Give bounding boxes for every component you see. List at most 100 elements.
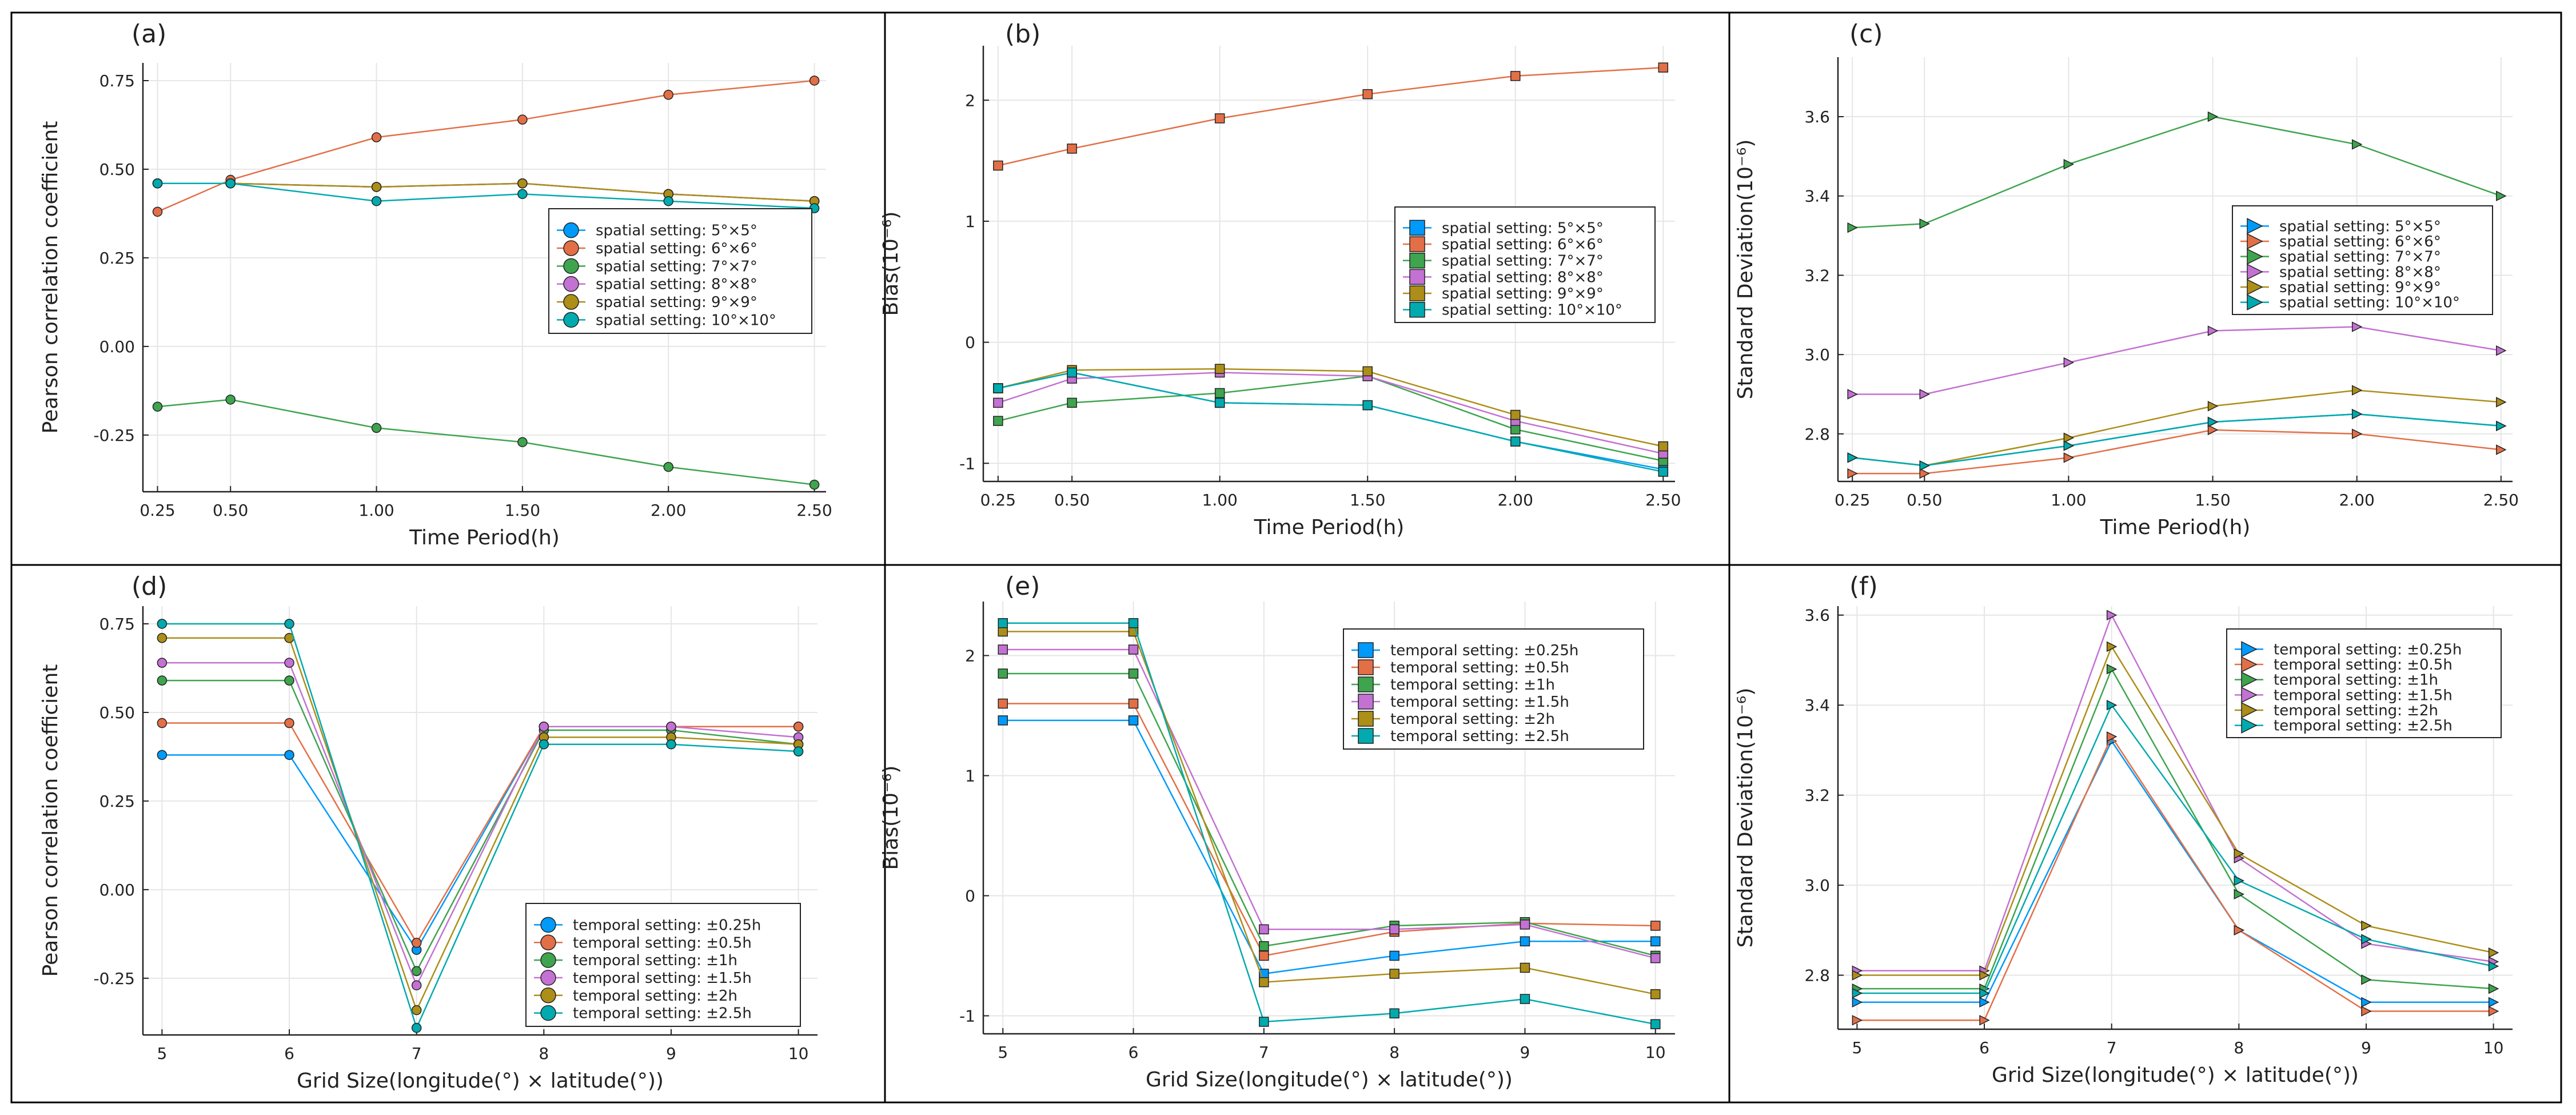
data-point	[1919, 389, 1930, 400]
legend-label: temporal setting: ±2h	[1390, 711, 1555, 728]
data-point	[2063, 159, 2075, 170]
x-tick-label: 5	[1852, 1038, 1862, 1057]
data-point	[1510, 409, 1521, 420]
legend-marker	[1409, 252, 1425, 269]
data-point	[157, 718, 168, 728]
y-tick-label: 3.4	[1804, 696, 1830, 715]
legend-label: temporal setting: ±1.5h	[2274, 687, 2453, 704]
data-point	[1510, 436, 1521, 447]
legend-label: spatial setting: 8°×8°	[2279, 264, 2441, 281]
series-line	[998, 66, 1664, 166]
y-axis-title: Pearson correlation coefficient	[39, 664, 62, 977]
x-tick-label: 5	[998, 1043, 1008, 1062]
series-line	[1003, 672, 1656, 957]
series-line	[162, 637, 799, 1012]
legend-label: spatial setting: 9°×9°	[1442, 285, 1604, 302]
legend-marker	[1409, 301, 1425, 318]
series-line	[1852, 116, 2502, 229]
legend-label: spatial setting: 5°×5°	[1442, 220, 1604, 237]
data-point	[998, 618, 1008, 628]
series-line	[157, 399, 815, 485]
series-line	[1852, 413, 2501, 467]
data-point	[998, 698, 1008, 709]
series-line	[162, 623, 799, 1030]
legend-marker	[2247, 218, 2263, 234]
data-point	[993, 397, 1003, 408]
legend-marker	[540, 987, 556, 1003]
data-point	[539, 721, 549, 732]
y-tick-label: -1	[959, 454, 975, 473]
data-point	[225, 395, 236, 405]
data-point	[2234, 875, 2244, 886]
data-point	[157, 658, 168, 668]
legend-marker	[540, 934, 556, 950]
x-tick-label: 8	[2234, 1038, 2244, 1057]
data-point	[2106, 663, 2118, 675]
data-point	[2496, 444, 2507, 455]
legend-box	[1394, 206, 1656, 323]
legend-marker	[563, 276, 579, 292]
x-tick-label: 9	[666, 1044, 676, 1063]
series-line	[1852, 429, 2501, 475]
series-line	[1857, 645, 2494, 976]
data-point	[993, 383, 1003, 393]
chart-panel-e: (e) 5 6 7 8 9 10 -1 0 1 2 Grid Size(longitude(°) × …	[879, 572, 1675, 1092]
data-point	[2234, 848, 2244, 859]
legend-label: temporal setting: ±2.5h	[2274, 718, 2453, 735]
data-point	[663, 461, 673, 472]
y-tick-label: 0.50	[99, 160, 135, 179]
data-point	[1650, 953, 1661, 963]
x-tick-label: 7	[1259, 1043, 1269, 1062]
series-line	[1857, 613, 2494, 971]
legend-marker	[540, 917, 556, 933]
legend-marker	[1409, 236, 1425, 252]
data-point	[1979, 987, 1990, 999]
legend-marker	[2241, 656, 2258, 673]
x-tick-label: 10	[2483, 1038, 2504, 1057]
x-tick-label: 2.50	[2483, 491, 2519, 509]
series-line	[1003, 631, 1656, 995]
data-point	[1128, 698, 1139, 709]
data-point	[1852, 970, 1863, 981]
data-point	[157, 619, 168, 629]
x-tick-label: 10	[1645, 1043, 1666, 1062]
legend-marker	[1358, 659, 1374, 675]
y-tick-label: -0.25	[94, 969, 135, 988]
data-point	[411, 980, 422, 990]
panel-label: (d)	[131, 572, 167, 601]
data-point	[2106, 610, 2118, 620]
chart-panel-d: (d) 5 6 7 8 9 10 -0.25 0.00 0.25 0.50 0.75 Grid Size…	[39, 572, 818, 1093]
data-point	[1128, 715, 1139, 726]
y-tick-label: 3.2	[1804, 266, 1830, 285]
data-point	[1847, 452, 1858, 463]
data-point	[2496, 345, 2507, 356]
x-tick-label: 0.25	[1835, 491, 1870, 509]
data-point	[1658, 467, 1669, 477]
data-point	[1979, 970, 1990, 981]
data-point	[793, 746, 804, 756]
series-line	[998, 372, 1664, 471]
data-point	[1852, 997, 1863, 1008]
y-tick-label: 1	[965, 212, 975, 231]
data-point	[1847, 389, 1858, 400]
legend-label: spatial setting: 10°×10°	[1442, 302, 1622, 319]
data-point	[1259, 924, 1269, 935]
series-line	[998, 375, 1664, 462]
data-point	[152, 206, 163, 217]
series-line	[998, 368, 1664, 447]
y-axis-title: Standard Deviation(10⁻⁶)	[1734, 140, 1757, 400]
data-point	[2207, 325, 2219, 336]
data-point	[284, 718, 294, 728]
figure-frame	[10, 11, 2562, 1104]
data-point	[2351, 321, 2363, 332]
legend-box	[2226, 628, 2502, 738]
legend-label: temporal setting: ±1h	[1390, 676, 1555, 694]
data-point	[1510, 424, 1521, 435]
y-tick-label: -1	[959, 1007, 975, 1026]
legend-label: temporal setting: ±1h	[2274, 672, 2438, 689]
series-line	[157, 79, 815, 213]
x-tick-label: 0.50	[213, 501, 248, 520]
x-tick-label: 2.50	[796, 501, 832, 520]
data-point	[1362, 366, 1373, 377]
data-point	[1520, 936, 1530, 947]
